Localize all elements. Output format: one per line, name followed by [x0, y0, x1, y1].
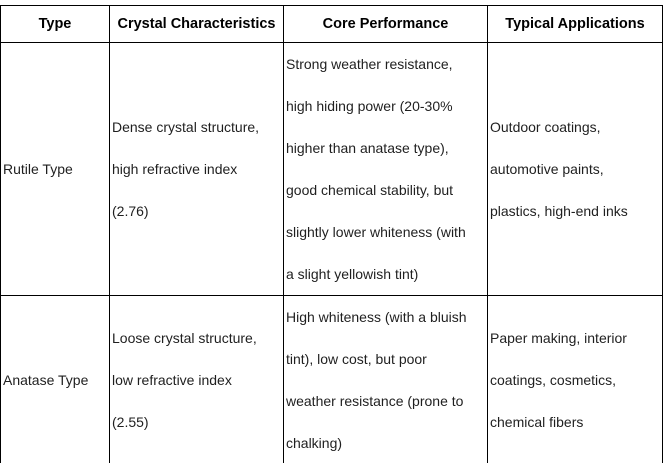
cell-anatase-crystal-characteristics: Loose crystal structure, low refractive …: [109, 295, 284, 463]
cell-rutile-crystal-characteristics: Dense crystal structure, high refractive…: [109, 42, 284, 296]
column-header-crystal-characteristics: Crystal Characteristics: [109, 5, 284, 43]
header-row: Type Crystal Characteristics Core Perfor…: [0, 5, 663, 43]
cell-anatase-core-performance: High whiteness (with a bluish tint), low…: [283, 295, 488, 463]
column-header-core-performance: Core Performance: [283, 5, 488, 43]
cell-rutile-type: Rutile Type: [0, 42, 110, 296]
table-row-rutile: Rutile Type Dense crystal structure, hig…: [0, 42, 663, 296]
cell-anatase-type: Anatase Type: [0, 295, 110, 463]
column-header-type: Type: [0, 5, 110, 43]
cell-rutile-core-performance: Strong weather resistance, high hiding p…: [283, 42, 488, 296]
cell-anatase-typical-applications: Paper making, interior coatings, cosmeti…: [487, 295, 663, 463]
cell-rutile-typical-applications: Outdoor coatings, automotive paints, pla…: [487, 42, 663, 296]
tio2-comparison-table: Type Crystal Characteristics Core Perfor…: [0, 5, 663, 463]
column-header-typical-applications: Typical Applications: [487, 5, 663, 43]
table-row-anatase: Anatase Type Loose crystal structure, lo…: [0, 295, 663, 463]
